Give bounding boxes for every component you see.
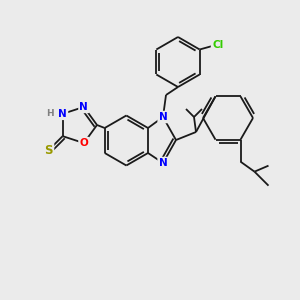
Text: N: N bbox=[80, 102, 88, 112]
Text: O: O bbox=[80, 138, 88, 148]
Text: H: H bbox=[46, 109, 53, 118]
Text: N: N bbox=[159, 158, 167, 168]
Text: Cl: Cl bbox=[212, 40, 223, 50]
Text: S: S bbox=[44, 144, 53, 157]
Text: N: N bbox=[159, 112, 167, 122]
Text: N: N bbox=[58, 109, 67, 119]
